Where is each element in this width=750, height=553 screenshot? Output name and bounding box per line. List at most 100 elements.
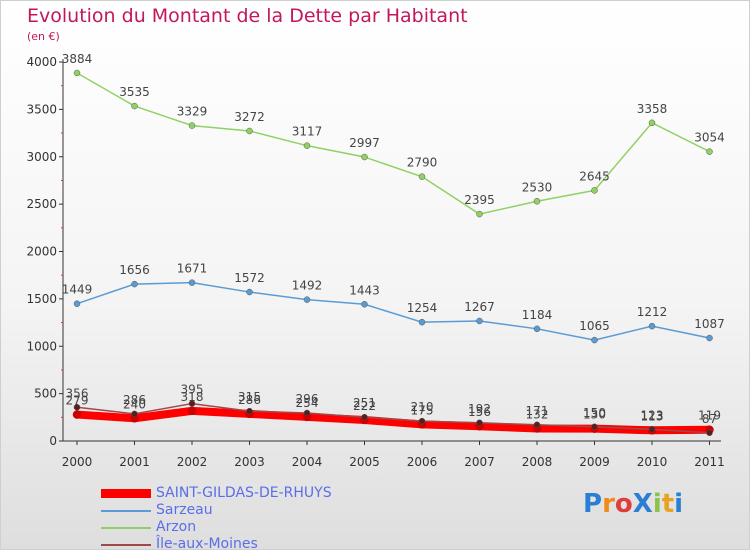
data-label: 240 bbox=[123, 397, 146, 411]
legend-item: Sarzeau bbox=[101, 502, 361, 519]
data-point bbox=[476, 210, 483, 218]
legend-swatch bbox=[101, 544, 151, 546]
x-tick-label: 2009 bbox=[579, 455, 610, 469]
data-label: 210 bbox=[411, 400, 434, 414]
data-label: 132 bbox=[526, 407, 549, 421]
data-label: 3535 bbox=[119, 85, 150, 99]
logo-letter: P bbox=[583, 489, 603, 519]
logo-letter: X bbox=[632, 489, 653, 519]
data-label: 251 bbox=[353, 396, 376, 410]
data-label: 1671 bbox=[177, 262, 208, 276]
data-point bbox=[591, 336, 598, 344]
x-tick-label: 2005 bbox=[349, 455, 380, 469]
data-label: 3329 bbox=[177, 105, 208, 119]
data-point bbox=[131, 102, 138, 110]
x-tick-label: 2006 bbox=[407, 455, 438, 469]
y-tick-label: 500 bbox=[34, 387, 57, 401]
y-tick-label: 1000 bbox=[26, 339, 57, 353]
data-label: 3117 bbox=[292, 125, 323, 139]
legend-swatch bbox=[101, 510, 151, 512]
x-tick-label: 2003 bbox=[234, 455, 265, 469]
data-label: 1572 bbox=[234, 271, 265, 285]
logo-letter: t bbox=[661, 489, 675, 519]
data-point bbox=[246, 127, 253, 135]
data-label: 395 bbox=[181, 383, 204, 397]
data-point bbox=[476, 419, 483, 427]
data-point bbox=[533, 421, 541, 429]
data-point bbox=[303, 296, 311, 303]
data-label: 1443 bbox=[349, 283, 380, 297]
data-point bbox=[131, 410, 138, 418]
chart-subtitle: (en €) bbox=[27, 30, 60, 43]
data-label: 1087 bbox=[694, 317, 725, 331]
data-label: 130 bbox=[583, 408, 606, 422]
data-point bbox=[188, 279, 196, 286]
data-label: 286 bbox=[238, 393, 261, 407]
chart-title: Evolution du Montant de la Dette par Hab… bbox=[27, 5, 468, 27]
data-label: 175 bbox=[411, 403, 434, 417]
data-point bbox=[591, 423, 598, 431]
data-label: 150 bbox=[583, 406, 606, 420]
data-point bbox=[73, 69, 81, 77]
data-label: 119 bbox=[698, 409, 721, 423]
y-tick-label: 3500 bbox=[26, 102, 57, 116]
legend-item: Île-aux-Moines bbox=[101, 536, 361, 553]
data-point bbox=[303, 409, 311, 417]
series-line-0 bbox=[73, 406, 714, 435]
data-point bbox=[361, 413, 368, 421]
x-tick-label: 2004 bbox=[292, 455, 323, 469]
data-label: 123 bbox=[641, 408, 664, 422]
data-point bbox=[706, 148, 713, 155]
data-label: 279 bbox=[66, 394, 89, 408]
data-point bbox=[533, 198, 541, 205]
series-line-3 bbox=[76, 402, 711, 434]
series-line-1 bbox=[76, 281, 711, 341]
data-point bbox=[72, 410, 82, 419]
data-label: 1254 bbox=[407, 301, 438, 315]
data-label: 318 bbox=[181, 390, 204, 404]
x-tick-label: 2002 bbox=[177, 455, 208, 469]
x-tick-label: 2001 bbox=[119, 455, 150, 469]
x-tick-label: 2008 bbox=[522, 455, 553, 469]
data-point bbox=[476, 317, 483, 325]
legend-label: Arzon bbox=[156, 519, 197, 535]
data-label: 3884 bbox=[62, 52, 93, 66]
data-label: 87 bbox=[702, 412, 717, 426]
legend-label: Sarzeau bbox=[156, 502, 213, 518]
data-label: 254 bbox=[296, 396, 319, 410]
data-point bbox=[361, 301, 368, 308]
y-tick-label: 2500 bbox=[26, 197, 57, 211]
logo-letter: r bbox=[602, 489, 615, 519]
data-label: 1184 bbox=[522, 308, 553, 322]
data-label: 2645 bbox=[579, 169, 610, 183]
logo-letter: o bbox=[614, 489, 633, 519]
data-label: 171 bbox=[526, 404, 549, 418]
y-tick-label: 1500 bbox=[26, 292, 57, 306]
series-line-2 bbox=[76, 72, 711, 215]
data-point bbox=[187, 406, 197, 416]
data-label: 1449 bbox=[62, 283, 93, 297]
legend-label: Île-aux-Moines bbox=[156, 536, 258, 552]
data-label: 1212 bbox=[637, 305, 668, 319]
logo-letter: i bbox=[674, 489, 684, 519]
data-point bbox=[706, 429, 713, 437]
data-point bbox=[648, 119, 656, 127]
data-label: 286 bbox=[123, 393, 146, 407]
logo-letter: i bbox=[652, 489, 662, 519]
data-point bbox=[591, 187, 598, 194]
x-tick-label: 2010 bbox=[637, 455, 668, 469]
data-label: 2395 bbox=[464, 193, 495, 207]
data-label: 3272 bbox=[234, 110, 265, 124]
legend-item: Arzon bbox=[101, 519, 361, 536]
data-point bbox=[73, 404, 81, 411]
data-label: 3358 bbox=[637, 102, 668, 116]
data-point bbox=[131, 280, 138, 288]
legend-swatch bbox=[101, 527, 151, 529]
y-tick-label: 0 bbox=[49, 434, 57, 448]
data-point bbox=[418, 417, 426, 425]
data-label: 1065 bbox=[579, 319, 610, 333]
legend-item: SAINT-GILDAS-DE-RHUYS bbox=[101, 485, 361, 502]
data-label: 156 bbox=[468, 405, 491, 419]
y-tick-label: 2000 bbox=[26, 245, 57, 259]
